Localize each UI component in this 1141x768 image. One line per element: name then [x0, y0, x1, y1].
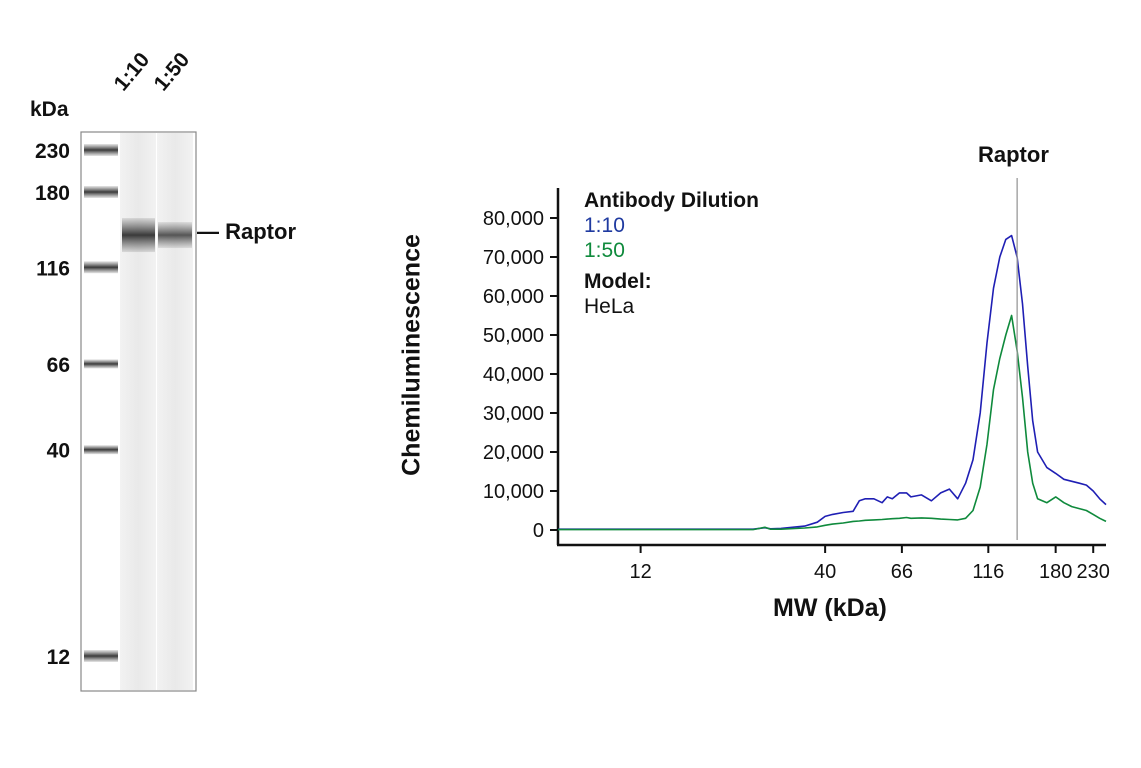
y-axis-title: Chemiluminescence — [397, 234, 426, 476]
legend-title: Antibody Dilution — [584, 189, 759, 212]
y-tick-label: 50,000 — [483, 325, 544, 347]
ladder-band-230 — [84, 144, 118, 156]
sample-band-1-10 — [122, 218, 155, 253]
ladder-band-40 — [84, 445, 118, 455]
y-tick-label: 30,000 — [483, 403, 544, 425]
y-tick-label: 40,000 — [483, 364, 544, 386]
x-axis-title: MW (kDa) — [773, 594, 887, 622]
ladder-label-230: 230 — [35, 140, 70, 163]
ladder-label-12: 12 — [47, 646, 70, 669]
y-tick-label: 80,000 — [483, 208, 544, 230]
x-tick-label: 12 — [629, 561, 651, 583]
ladder-label-40: 40 — [47, 440, 70, 463]
x-tick-label: 116 — [972, 561, 1004, 583]
legend-entry-2: 1:50 — [584, 239, 625, 262]
ladder-band-12 — [84, 650, 118, 662]
band-label-raptor: — Raptor — [197, 219, 296, 244]
ladder-label-116: 116 — [36, 257, 70, 280]
sample-band-1-50 — [158, 222, 192, 249]
y-tick-label: 0 — [533, 520, 544, 542]
x-tick-label: 40 — [814, 561, 836, 583]
ladder-label-180: 180 — [35, 182, 70, 205]
y-tick-label: 70,000 — [483, 247, 544, 269]
legend-entry-1: 1:10 — [584, 214, 625, 237]
x-tick-label: 230 — [1077, 561, 1110, 583]
ladder-band-180 — [84, 185, 118, 198]
legend-model-value: HeLa — [584, 295, 635, 318]
legend: Antibody Dilution 1:10 1:50 Model: HeLa — [584, 188, 759, 319]
x-tick-label: 66 — [891, 561, 913, 583]
legend-model-title: Model: — [584, 270, 652, 293]
marker-label: Raptor — [978, 142, 1049, 167]
series-line-1 — [558, 234, 1107, 531]
ladder-band-66 — [84, 359, 118, 369]
y-tick-label: 60,000 — [483, 286, 544, 308]
y-tick-label: 20,000 — [483, 442, 544, 464]
series-line-2 — [558, 314, 1107, 531]
kda-label: kDa — [30, 98, 69, 121]
y-tick-label: 10,000 — [483, 481, 544, 503]
ladder-label-66: 66 — [47, 354, 70, 377]
x-tick-label: 180 — [1039, 561, 1072, 583]
ladder-band-116 — [84, 261, 118, 274]
